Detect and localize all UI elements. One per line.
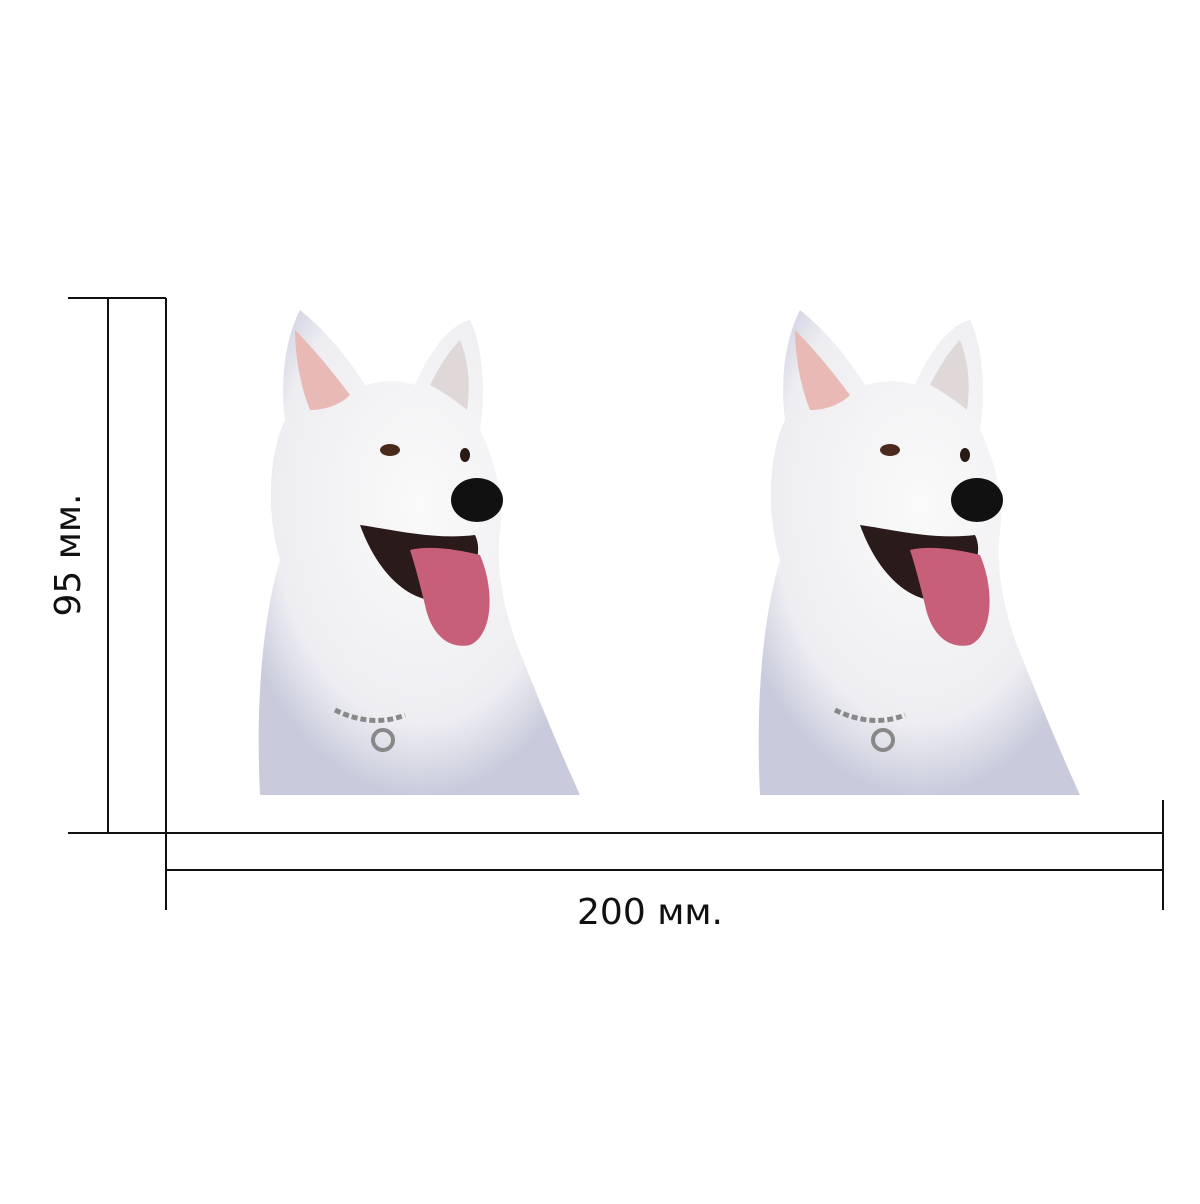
dog-right — [759, 310, 1080, 795]
width-dimension: 200 мм. — [165, 800, 1164, 933]
dog-left — [259, 310, 580, 795]
height-label: 95 мм. — [48, 493, 89, 616]
width-label: 200 мм. — [577, 892, 723, 933]
height-dimension: 95 мм. — [48, 297, 167, 834]
